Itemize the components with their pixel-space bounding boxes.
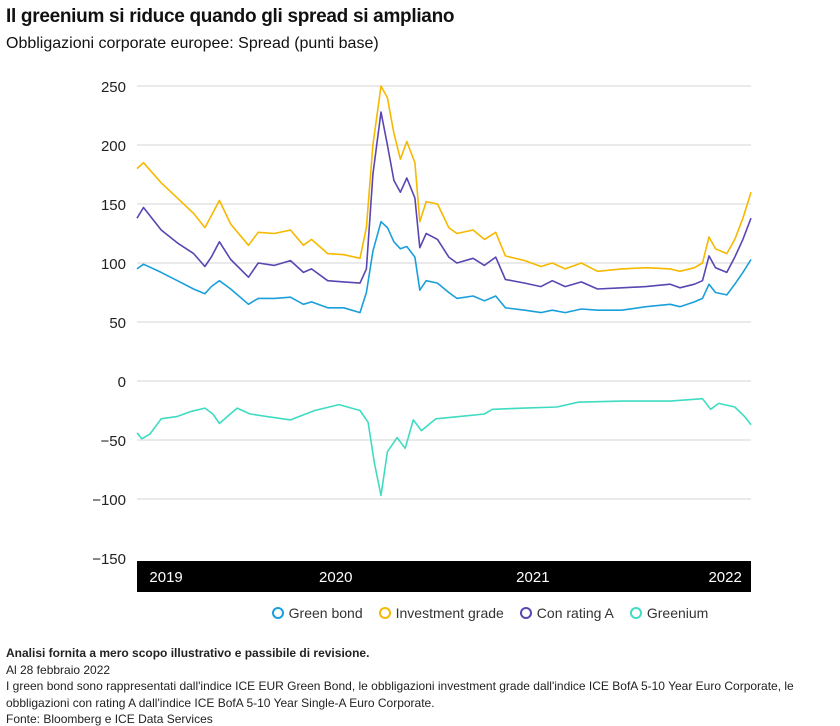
legend-item-rating-a: Con rating A xyxy=(519,605,614,621)
x-tick-label: 2019 xyxy=(149,569,182,586)
y-tick-label: 50 xyxy=(109,315,126,332)
y-tick-label: 200 xyxy=(101,138,126,155)
series-line-greenium xyxy=(136,397,752,497)
legend-label: Investment grade xyxy=(395,605,504,621)
chart-title: Il greenium si riduce quando gli spread … xyxy=(6,6,455,27)
legend: Green bond Investment grade Con rating A… xyxy=(0,605,840,621)
legend-label: Con rating A xyxy=(536,605,614,621)
y-tick-label: 150 xyxy=(101,197,126,214)
x-axis-band xyxy=(137,561,751,592)
legend-item-investment-grade: Investment grade xyxy=(378,605,504,621)
chart-subtitle: Obbligazioni corporate europee: Spread (… xyxy=(6,35,379,52)
y-tick-label: −150 xyxy=(92,551,126,568)
x-tick-label: 2020 xyxy=(319,569,352,586)
legend-item-greenium: Greenium xyxy=(629,605,709,621)
plot-area: 250 200 150 100 50 0 −50 −100 −150 2019 2020 2021 20… xyxy=(92,79,752,592)
x-tick-label: 2022 xyxy=(708,569,741,586)
series-line-investment-grade xyxy=(136,85,752,273)
legend-label: Greenium xyxy=(646,605,709,621)
legend-marker xyxy=(519,607,532,619)
y-tick-label: 100 xyxy=(101,256,126,273)
x-tick-label: 2021 xyxy=(516,569,549,586)
y-tick-label: −100 xyxy=(92,492,126,509)
legend-item-green-bond: Green bond xyxy=(271,605,363,621)
legend-marker xyxy=(378,607,391,619)
disclaimer: Analisi fornita a mero scopo illustrativ… xyxy=(6,646,370,660)
series-line-con-rating-a xyxy=(136,111,752,290)
index-note: I green bond sono rappresentati dall'ind… xyxy=(6,679,794,710)
legend-marker xyxy=(629,607,642,619)
y-tick-label: −50 xyxy=(101,433,126,450)
legend-marker xyxy=(271,607,284,619)
series-line-green-bond xyxy=(136,220,752,314)
date-note: Al 28 febbraio 2022 xyxy=(6,662,111,677)
y-tick-label: 250 xyxy=(101,79,126,96)
legend-label: Green bond xyxy=(288,605,363,621)
source-note: Fonte: Bloomberg e ICE Data Services xyxy=(6,712,213,726)
y-tick-label: 0 xyxy=(118,374,126,391)
footnotes: Analisi fornita a mero scopo illustrativ… xyxy=(6,645,831,726)
